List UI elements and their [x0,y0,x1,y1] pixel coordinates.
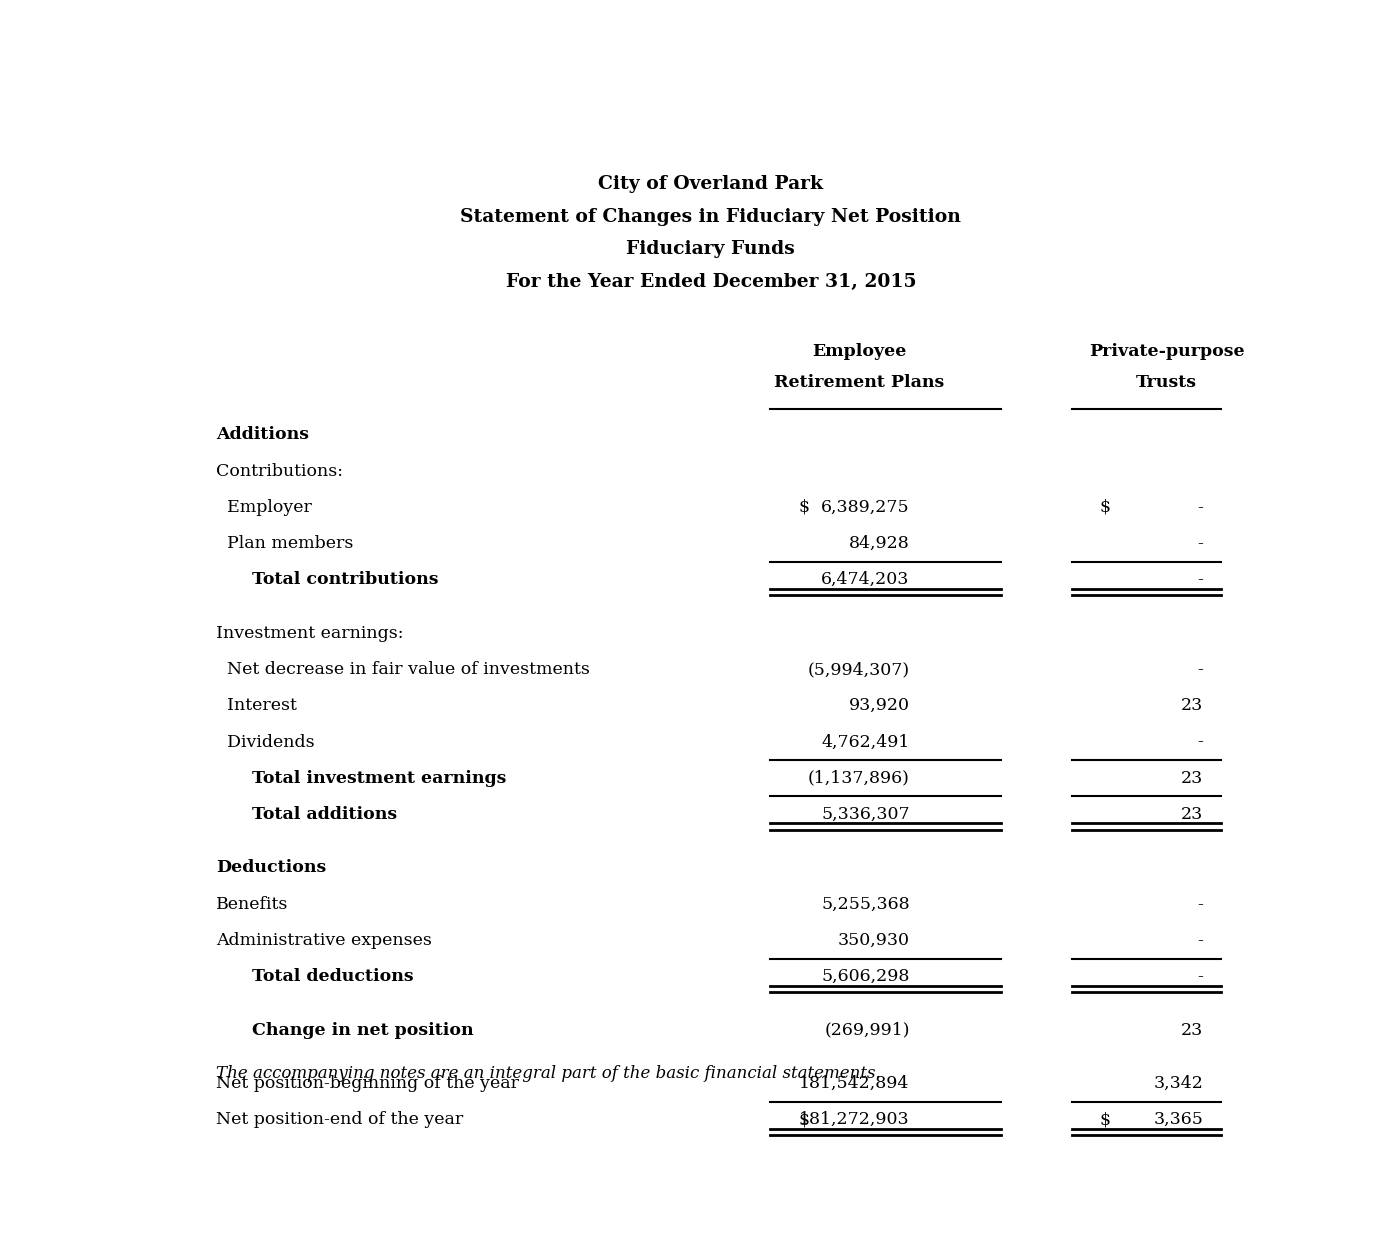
Text: Benefits: Benefits [216,896,288,913]
Text: (1,137,896): (1,137,896) [807,769,910,787]
Text: For the Year Ended December 31, 2015: For the Year Ended December 31, 2015 [506,273,915,291]
Text: 93,920: 93,920 [849,698,910,714]
Text: 5,255,368: 5,255,368 [821,896,910,913]
Text: Employee: Employee [811,343,906,361]
Text: 3,365: 3,365 [1153,1111,1203,1129]
Text: Contributions:: Contributions: [216,462,344,479]
Text: Net decrease in fair value of investments: Net decrease in fair value of investment… [216,660,591,678]
Text: -: - [1197,535,1203,553]
Text: 23: 23 [1180,769,1203,787]
Text: 4,762,491: 4,762,491 [821,733,910,751]
Text: Change in net position: Change in net position [216,1022,474,1038]
Text: Private-purpose: Private-purpose [1089,343,1244,361]
Text: Investment earnings:: Investment earnings: [216,624,404,642]
Text: Fiduciary Funds: Fiduciary Funds [627,240,795,258]
Text: Net position-beginning of the year: Net position-beginning of the year [216,1075,519,1092]
Text: (269,991): (269,991) [824,1022,910,1038]
Text: Total additions: Total additions [216,807,398,823]
Text: Dividends: Dividends [216,733,315,751]
Text: Trusts: Trusts [1136,374,1197,390]
Text: -: - [1197,932,1203,949]
Text: 5,336,307: 5,336,307 [821,807,910,823]
Text: -: - [1197,499,1203,515]
Text: 23: 23 [1180,807,1203,823]
Text: Plan members: Plan members [216,535,354,553]
Text: $: $ [799,1111,810,1129]
Text: Deductions: Deductions [216,860,326,876]
Text: Total contributions: Total contributions [216,571,438,589]
Text: Total deductions: Total deductions [216,968,413,985]
Text: Additions: Additions [216,426,309,444]
Text: $: $ [1100,499,1111,515]
Text: Retirement Plans: Retirement Plans [774,374,945,390]
Text: Administrative expenses: Administrative expenses [216,932,433,949]
Text: The accompanying notes are an integral part of the basic financial statements.: The accompanying notes are an integral p… [216,1064,881,1082]
Text: Statement of Changes in Fiduciary Net Position: Statement of Changes in Fiduciary Net Po… [460,208,961,225]
Text: -: - [1197,571,1203,589]
Text: 6,474,203: 6,474,203 [821,571,910,589]
Text: -: - [1197,968,1203,985]
Text: (5,994,307): (5,994,307) [807,660,910,678]
Text: 6,389,275: 6,389,275 [821,499,910,515]
Text: City of Overland Park: City of Overland Park [598,176,824,193]
Text: -: - [1197,896,1203,913]
Text: Net position-end of the year: Net position-end of the year [216,1111,463,1129]
Text: 3,342: 3,342 [1153,1075,1203,1092]
Text: 23: 23 [1180,1022,1203,1038]
Text: Employer: Employer [216,499,312,515]
Text: 350,930: 350,930 [838,932,910,949]
Text: -: - [1197,660,1203,678]
Text: 181,542,894: 181,542,894 [799,1075,910,1092]
Text: 84,928: 84,928 [849,535,910,553]
Text: Total investment earnings: Total investment earnings [216,769,506,787]
Text: 5,606,298: 5,606,298 [821,968,910,985]
Text: -: - [1197,733,1203,751]
Text: $: $ [799,499,810,515]
Text: $: $ [1100,1111,1111,1129]
Text: Interest: Interest [216,698,297,714]
Text: 23: 23 [1180,698,1203,714]
Text: 181,272,903: 181,272,903 [799,1111,910,1129]
